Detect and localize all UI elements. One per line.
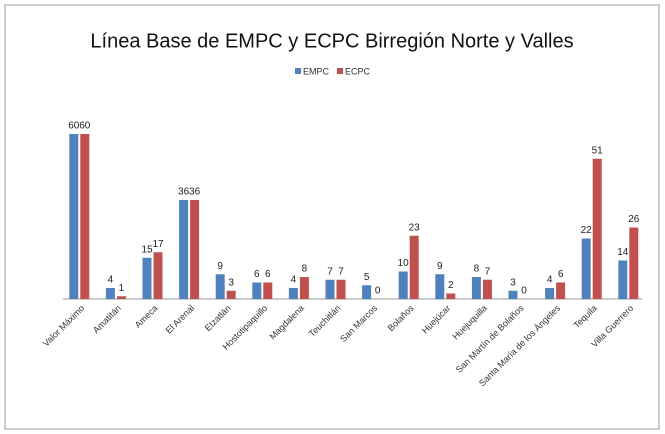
bar bbox=[252, 282, 262, 299]
data-label: 60 bbox=[68, 121, 80, 132]
data-label: 60 bbox=[79, 121, 91, 132]
data-label: 4 bbox=[291, 275, 297, 286]
bar bbox=[435, 274, 445, 299]
bar bbox=[581, 238, 591, 299]
data-label: 22 bbox=[581, 225, 593, 236]
bar bbox=[471, 277, 481, 299]
legend-swatch bbox=[337, 68, 343, 74]
data-label: 0 bbox=[375, 286, 381, 297]
data-label: 1 bbox=[119, 283, 125, 294]
data-label: 7 bbox=[485, 266, 491, 277]
data-label: 8 bbox=[474, 264, 480, 275]
legend-label: ECPC bbox=[345, 66, 371, 76]
bar bbox=[618, 260, 628, 299]
bar bbox=[629, 227, 639, 299]
data-label: 3 bbox=[510, 277, 516, 288]
legend-swatch bbox=[295, 68, 301, 74]
data-label: 51 bbox=[592, 145, 604, 156]
data-label: 7 bbox=[327, 266, 333, 277]
bar bbox=[153, 252, 163, 299]
bar bbox=[409, 235, 419, 299]
data-label: 7 bbox=[338, 266, 344, 277]
data-label: 36 bbox=[189, 187, 201, 198]
bar bbox=[116, 296, 126, 299]
data-label: 17 bbox=[152, 239, 164, 250]
legend-label: EMPC bbox=[303, 66, 330, 76]
data-label: 4 bbox=[108, 275, 114, 286]
data-label: 10 bbox=[398, 258, 410, 269]
bar bbox=[215, 274, 225, 299]
data-label: 6 bbox=[254, 269, 260, 280]
data-label: 3 bbox=[228, 277, 234, 288]
data-label: 36 bbox=[178, 187, 190, 198]
data-label: 9 bbox=[217, 261, 223, 272]
data-label: 26 bbox=[628, 214, 640, 225]
bar bbox=[592, 158, 602, 299]
bar bbox=[190, 200, 200, 299]
data-label: 5 bbox=[364, 272, 370, 283]
data-label: 6 bbox=[558, 269, 564, 280]
bar bbox=[179, 200, 189, 299]
bar bbox=[336, 279, 346, 299]
chart-frame bbox=[4, 4, 660, 430]
data-label: 4 bbox=[547, 275, 553, 286]
data-label: 6 bbox=[265, 269, 271, 280]
data-label: 0 bbox=[521, 286, 527, 297]
bar bbox=[446, 293, 456, 299]
bar bbox=[545, 288, 555, 299]
bar bbox=[105, 288, 115, 299]
data-label: 15 bbox=[141, 244, 153, 255]
bar bbox=[325, 279, 335, 299]
bar bbox=[288, 288, 298, 299]
data-label: 2 bbox=[448, 280, 454, 291]
data-label: 14 bbox=[617, 247, 629, 258]
bar bbox=[80, 134, 90, 299]
bar bbox=[508, 290, 518, 299]
chart-title: Línea Base de EMPC y ECPC Birregión Nort… bbox=[90, 30, 573, 52]
bar bbox=[226, 290, 236, 299]
data-label: 23 bbox=[409, 222, 421, 233]
bar bbox=[142, 257, 152, 299]
bar bbox=[299, 277, 309, 299]
data-label: 9 bbox=[437, 261, 443, 272]
bar bbox=[556, 282, 566, 299]
bar bbox=[69, 134, 79, 299]
data-label: 8 bbox=[302, 264, 308, 275]
bar bbox=[263, 282, 273, 299]
bar bbox=[398, 271, 408, 299]
bar bbox=[482, 279, 492, 299]
bar bbox=[362, 285, 372, 299]
